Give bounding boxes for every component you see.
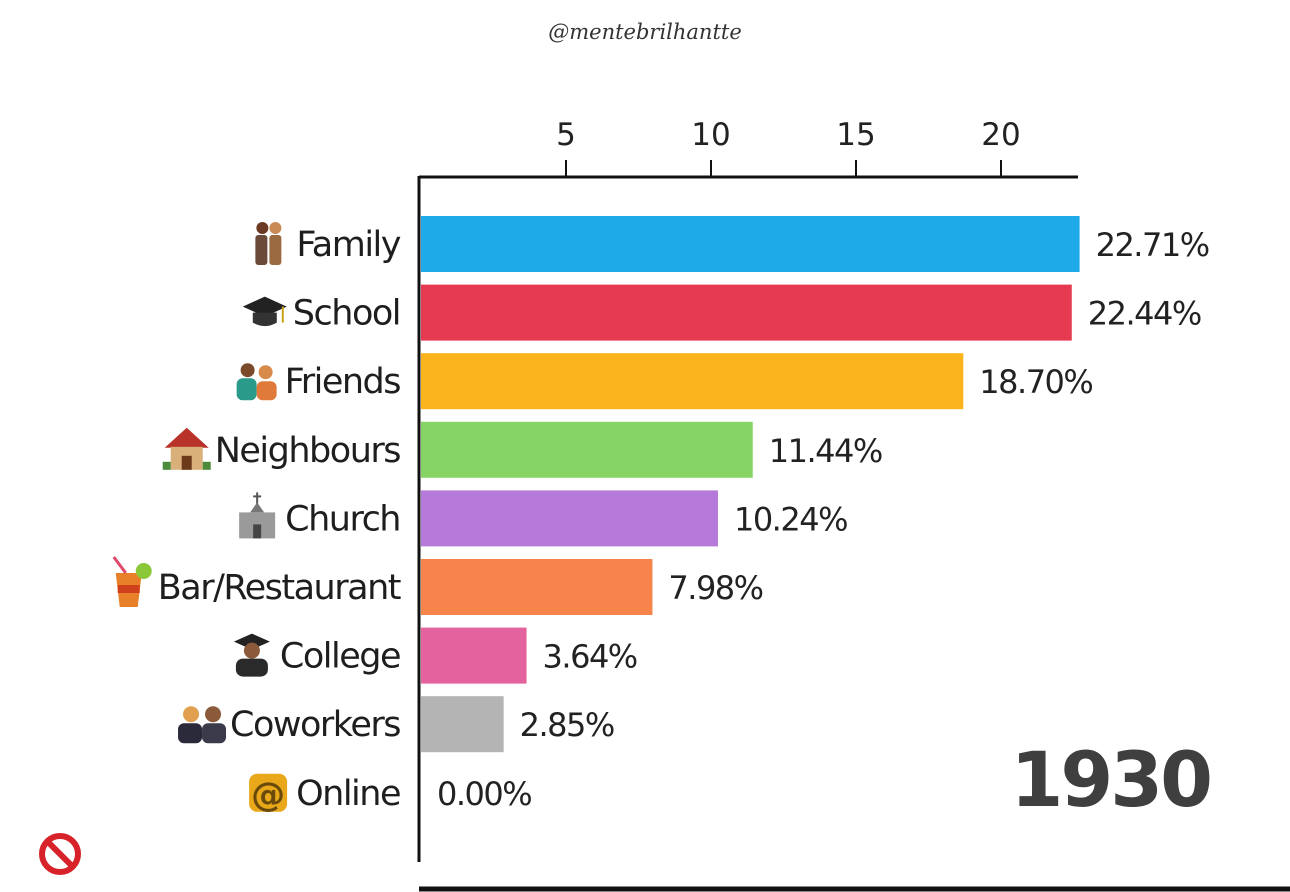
x-tick-label-10: 10: [691, 117, 730, 153]
category-label-family: Family: [296, 225, 400, 265]
category-label-bar-restaurant: Bar/Restaurant: [158, 568, 401, 608]
x-tick-label-20: 20: [981, 117, 1020, 153]
graduate-icon: [233, 633, 270, 677]
category-label-neighbours: Neighbours: [215, 431, 401, 471]
category-label-church: Church: [285, 499, 400, 539]
category-label-online: Online: [296, 774, 400, 814]
bar-neighbours: [421, 421, 753, 478]
bar-coworkers: [421, 696, 504, 753]
value-label-friends: 18.70%: [979, 363, 1092, 401]
family-icon: [255, 222, 282, 265]
value-label-college: 3.64%: [543, 638, 637, 676]
year-label: 1930: [1010, 735, 1210, 824]
no-entry-icon: [39, 833, 81, 875]
x-tick-label-15: 15: [836, 117, 875, 153]
category-label-college: College: [280, 637, 400, 677]
category-label-coworkers: Coworkers: [230, 705, 400, 745]
value-label-family: 22.71%: [1096, 226, 1209, 264]
bar-church: [421, 490, 718, 547]
bar-school: [421, 284, 1072, 341]
value-label-coworkers: 2.85%: [520, 706, 614, 744]
bar-family: [421, 216, 1080, 272]
coworkers-icon: [178, 706, 227, 744]
at-sign-icon: @: [249, 773, 288, 815]
value-label-online: 0.00%: [437, 775, 531, 813]
friends-icon: [236, 363, 277, 401]
x-tick-label-5: 5: [556, 117, 576, 153]
svg-text:@: @: [251, 775, 285, 815]
value-label-church: 10.24%: [734, 500, 847, 538]
value-label-school: 22.44%: [1088, 295, 1201, 333]
graduation-cap-icon: [242, 296, 287, 327]
church-icon: [239, 492, 276, 539]
value-label-neighbours: 11.44%: [769, 432, 882, 470]
bar-friends: [421, 353, 964, 410]
house-icon: [162, 427, 211, 470]
bar-college: [421, 627, 527, 684]
watermark: @mentebrilhantte: [548, 20, 742, 44]
category-label-friends: Friends: [285, 362, 401, 402]
tropical-drink-icon: [112, 556, 152, 607]
bar-bar-restaurant: [421, 559, 653, 615]
category-label-school: School: [293, 294, 400, 334]
value-label-bar-restaurant: 7.98%: [668, 569, 762, 607]
